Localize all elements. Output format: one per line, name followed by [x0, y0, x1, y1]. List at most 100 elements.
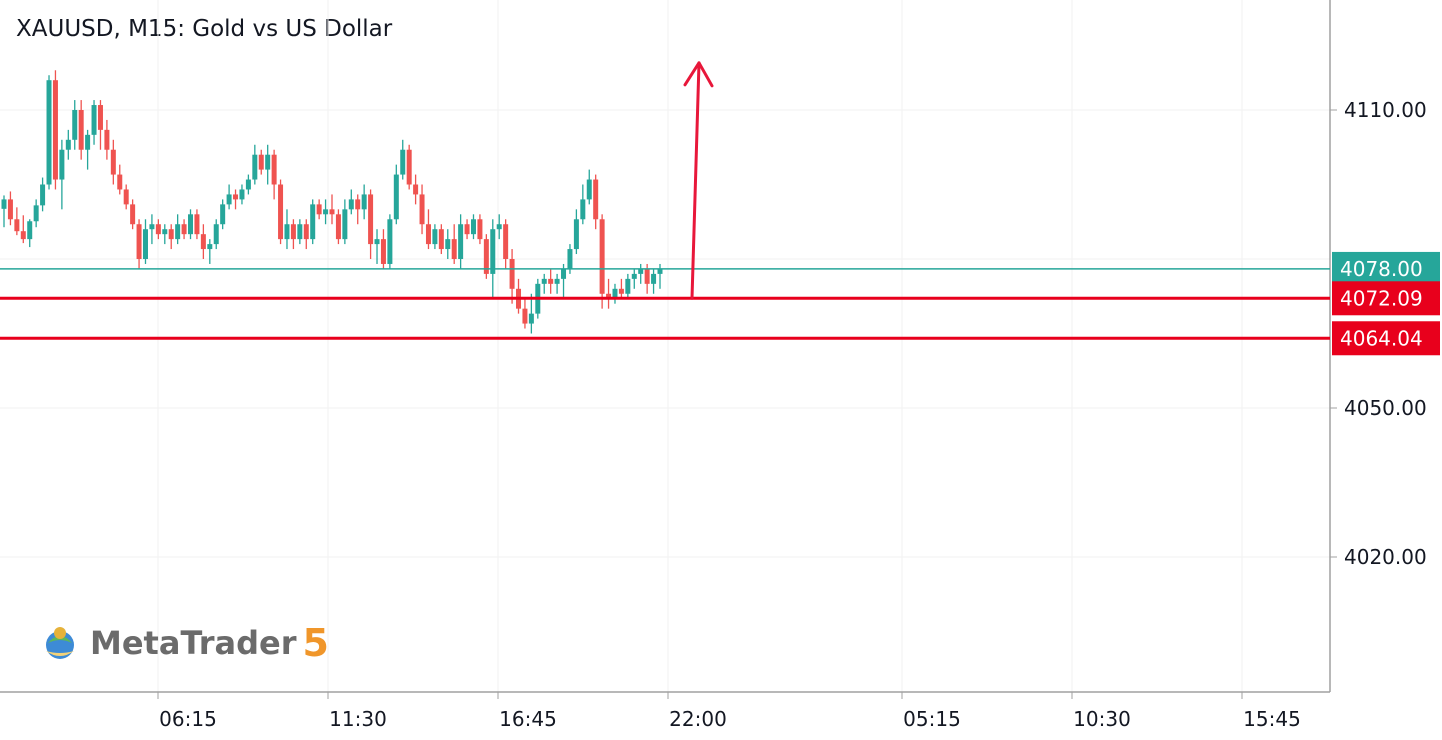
candle-body [342, 209, 348, 240]
x-tick-label: 05:15 [903, 707, 961, 731]
candle-body [380, 239, 386, 264]
candle-body [290, 224, 296, 240]
candle-body [239, 189, 245, 200]
candle-body [245, 179, 251, 190]
candle-body [329, 209, 335, 215]
candle-body [136, 224, 142, 259]
candle-body [27, 221, 33, 240]
candle-body [303, 224, 309, 240]
candle-body [651, 273, 657, 284]
candle-body [284, 224, 290, 240]
x-tick-label: 06:15 [159, 707, 217, 731]
candle-body [258, 154, 264, 170]
candle-body [252, 154, 258, 180]
up-arrow-head[interactable] [683, 61, 714, 88]
candle-body [265, 154, 271, 170]
candle-body [400, 149, 406, 175]
x-tick-label: 15:45 [1243, 707, 1301, 731]
candle-body [483, 239, 489, 274]
candle-body [368, 194, 374, 245]
candle-body [432, 229, 438, 245]
candle-body [503, 224, 509, 259]
candle-body [123, 189, 129, 205]
candle-body [618, 288, 624, 294]
chart-title: XAUUSD, M15: Gold vs US Dollar [16, 16, 393, 42]
candle-body [451, 239, 457, 259]
candle-body [1, 199, 7, 209]
candle-body [561, 268, 567, 279]
logo-number: 5 [302, 621, 329, 665]
candle-body [91, 105, 97, 135]
candle-body [522, 308, 528, 324]
candle-body [142, 229, 148, 259]
level-price-tag: 4064.04 [1340, 326, 1423, 350]
x-tick-label: 22:00 [669, 707, 727, 731]
candle-body [496, 224, 502, 230]
logo-text: MetaTrader [90, 624, 297, 662]
current-price-tag: 4078.00 [1340, 257, 1423, 281]
candle-body [464, 224, 470, 235]
candle-body [335, 214, 341, 240]
candle-body [65, 139, 71, 150]
candle-body [548, 278, 554, 284]
candle-body [213, 224, 219, 245]
up-arrow-shaft[interactable] [690, 61, 701, 300]
candle-body [85, 134, 91, 150]
current-price-tag-bg [1332, 251, 1440, 286]
candle-body [567, 249, 573, 269]
candle-body [14, 219, 20, 232]
candle-body [657, 268, 663, 274]
candle-body [355, 199, 361, 210]
candle-body [573, 219, 579, 250]
candle-body [419, 194, 425, 225]
candle-body [278, 184, 284, 240]
candle-body [612, 288, 618, 299]
candle-body [413, 184, 419, 195]
candle-body [297, 224, 303, 240]
candle-body [599, 219, 605, 294]
candle-body [110, 149, 116, 175]
candle-body [226, 194, 232, 205]
candle-body [33, 205, 39, 222]
candle-body [445, 239, 451, 250]
candle-body [580, 199, 586, 220]
level-price-tag-bg [1332, 321, 1440, 356]
candle-body [316, 204, 322, 215]
candle-body [606, 293, 612, 299]
candle-body [194, 214, 200, 235]
metatrader-logo-icon [46, 627, 74, 659]
candle-body [425, 224, 431, 245]
candle-body [104, 129, 110, 150]
candle-body [162, 229, 168, 235]
candle-body [638, 268, 644, 274]
candle-body [477, 219, 483, 240]
candle-body [323, 209, 329, 215]
candle-body [40, 184, 46, 206]
candle-body [406, 149, 412, 185]
candle-body [78, 110, 84, 150]
candle-body [470, 219, 476, 235]
x-tick-label: 16:45 [499, 707, 557, 731]
candle-body [200, 234, 206, 250]
candle-body [490, 229, 496, 274]
candle-body [130, 204, 136, 225]
candle-body [528, 313, 534, 324]
candle-body [149, 224, 155, 230]
candle-body [188, 214, 194, 235]
candle-body [20, 231, 26, 240]
level-price-tag: 4072.09 [1340, 286, 1423, 310]
candle-body [271, 154, 277, 185]
candle-body [97, 105, 103, 130]
y-tick-label: 4110.00 [1344, 98, 1427, 122]
candle-body [593, 179, 599, 220]
candle-body [458, 224, 464, 259]
candle-body [46, 80, 52, 185]
candle-body [586, 179, 592, 200]
candle-body [625, 278, 631, 294]
y-tick-label: 4050.00 [1344, 396, 1427, 420]
candle-body [644, 268, 650, 284]
x-tick-label: 11:30 [329, 707, 387, 731]
candle-body [631, 273, 637, 279]
candle-body [7, 199, 13, 220]
